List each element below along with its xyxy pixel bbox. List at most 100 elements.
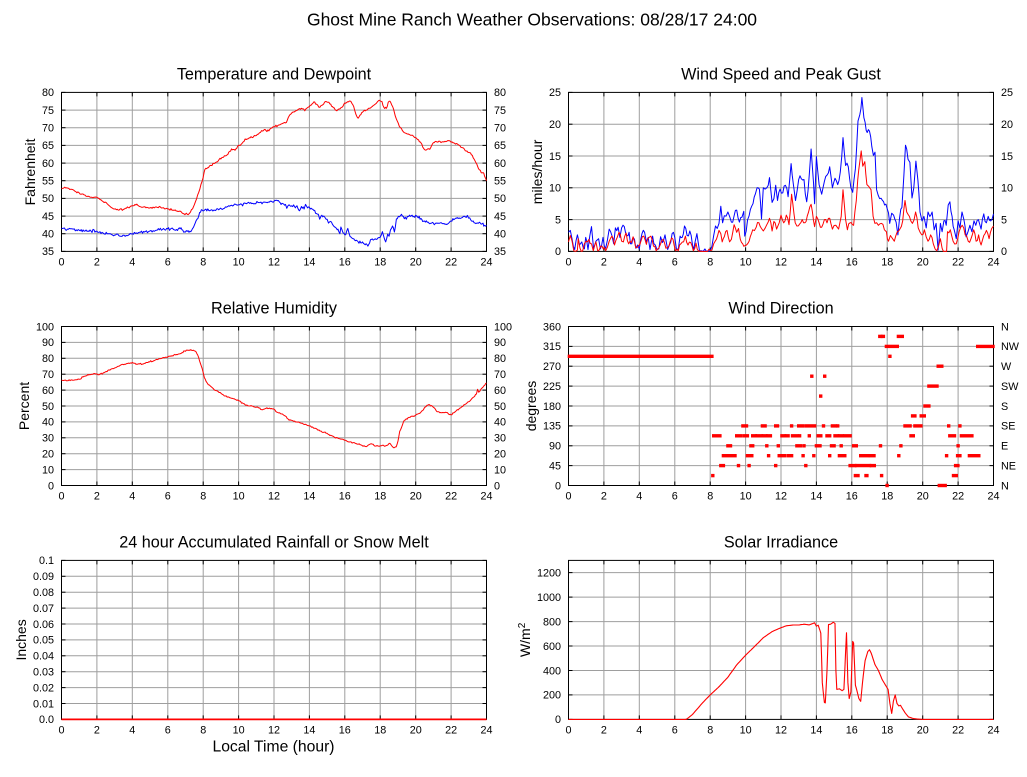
svg-text:2: 2 <box>94 725 100 737</box>
svg-text:12: 12 <box>775 491 787 503</box>
svg-text:18: 18 <box>881 257 893 269</box>
svg-text:20: 20 <box>410 491 422 503</box>
svg-text:4: 4 <box>129 491 135 503</box>
svg-text:Solar Irradiance: Solar Irradiance <box>724 534 838 552</box>
svg-text:8: 8 <box>707 491 713 503</box>
svg-text:8: 8 <box>200 257 206 269</box>
svg-text:70: 70 <box>494 123 506 135</box>
svg-text:W/m2: W/m2 <box>517 622 533 657</box>
svg-text:22: 22 <box>445 491 457 503</box>
svg-text:Local Time (hour): Local Time (hour) <box>212 739 334 756</box>
svg-text:80: 80 <box>42 87 54 99</box>
svg-text:20: 20 <box>549 119 561 131</box>
svg-text:Temperature and Dewpoint: Temperature and Dewpoint <box>177 66 372 84</box>
svg-text:50: 50 <box>494 401 506 413</box>
svg-text:30: 30 <box>494 433 506 445</box>
svg-text:0.03: 0.03 <box>33 667 54 679</box>
svg-text:50: 50 <box>42 193 54 205</box>
svg-text:2: 2 <box>601 725 607 737</box>
svg-text:10: 10 <box>42 464 54 476</box>
svg-text:24 hour Accumulated Rainfall o: 24 hour Accumulated Rainfall or Snow Mel… <box>119 534 429 552</box>
svg-text:15: 15 <box>549 151 561 163</box>
svg-text:8: 8 <box>707 725 713 737</box>
svg-text:14: 14 <box>810 257 822 269</box>
svg-text:24: 24 <box>480 725 492 737</box>
svg-text:6: 6 <box>165 257 171 269</box>
svg-text:2: 2 <box>601 257 607 269</box>
svg-text:18: 18 <box>881 491 893 503</box>
svg-text:200: 200 <box>543 690 561 702</box>
svg-text:10: 10 <box>233 257 245 269</box>
svg-text:90: 90 <box>494 337 506 349</box>
svg-text:W: W <box>1001 361 1012 373</box>
svg-text:10: 10 <box>549 183 561 195</box>
svg-text:8: 8 <box>200 725 206 737</box>
svg-text:0: 0 <box>555 714 561 726</box>
svg-text:8: 8 <box>707 257 713 269</box>
svg-text:100: 100 <box>494 321 512 333</box>
svg-text:0.08: 0.08 <box>33 587 54 599</box>
svg-text:60: 60 <box>494 385 506 397</box>
svg-text:75: 75 <box>42 105 54 117</box>
svg-text:20: 20 <box>42 449 54 461</box>
svg-text:0: 0 <box>58 491 64 503</box>
svg-text:65: 65 <box>494 140 506 152</box>
svg-text:22: 22 <box>952 725 964 737</box>
svg-text:15: 15 <box>1001 151 1013 163</box>
svg-text:50: 50 <box>494 193 506 205</box>
svg-text:22: 22 <box>445 725 457 737</box>
svg-text:70: 70 <box>42 123 54 135</box>
svg-text:24: 24 <box>987 725 999 737</box>
svg-text:0.02: 0.02 <box>33 682 54 694</box>
svg-text:5: 5 <box>555 214 561 226</box>
svg-text:0: 0 <box>1001 246 1007 258</box>
svg-text:25: 25 <box>1001 87 1013 99</box>
svg-text:180: 180 <box>543 401 561 413</box>
svg-text:6: 6 <box>672 491 678 503</box>
svg-text:4: 4 <box>636 257 642 269</box>
svg-text:40: 40 <box>42 229 54 241</box>
svg-text:22: 22 <box>952 257 964 269</box>
svg-text:12: 12 <box>268 725 280 737</box>
svg-text:0.1: 0.1 <box>39 555 54 567</box>
svg-text:40: 40 <box>494 229 506 241</box>
svg-text:0.01: 0.01 <box>33 698 54 710</box>
svg-text:S: S <box>1001 401 1008 413</box>
svg-text:25: 25 <box>549 87 561 99</box>
svg-text:600: 600 <box>543 641 561 653</box>
svg-text:80: 80 <box>494 353 506 365</box>
svg-text:6: 6 <box>165 725 171 737</box>
svg-text:20: 20 <box>917 257 929 269</box>
svg-text:90: 90 <box>549 441 561 453</box>
svg-text:4: 4 <box>129 257 135 269</box>
svg-text:20: 20 <box>410 725 422 737</box>
svg-text:16: 16 <box>846 257 858 269</box>
svg-text:70: 70 <box>494 369 506 381</box>
svg-text:10: 10 <box>740 257 752 269</box>
svg-text:10: 10 <box>1001 183 1013 195</box>
svg-text:22: 22 <box>445 257 457 269</box>
svg-text:2: 2 <box>94 257 100 269</box>
svg-text:0: 0 <box>58 257 64 269</box>
svg-text:degrees: degrees <box>523 381 539 432</box>
svg-text:NE: NE <box>1001 460 1016 472</box>
svg-text:4: 4 <box>636 491 642 503</box>
svg-text:270: 270 <box>543 361 561 373</box>
svg-text:30: 30 <box>42 433 54 445</box>
svg-text:20: 20 <box>410 257 422 269</box>
svg-text:80: 80 <box>494 87 506 99</box>
svg-text:45: 45 <box>549 460 561 472</box>
svg-text:0: 0 <box>565 257 571 269</box>
svg-text:22: 22 <box>952 491 964 503</box>
svg-text:10: 10 <box>494 464 506 476</box>
svg-text:N: N <box>1001 480 1009 492</box>
svg-text:35: 35 <box>42 246 54 258</box>
svg-text:16: 16 <box>339 725 351 737</box>
svg-text:60: 60 <box>42 385 54 397</box>
svg-text:Wind Direction: Wind Direction <box>728 300 833 318</box>
svg-text:10: 10 <box>740 725 752 737</box>
svg-text:18: 18 <box>881 725 893 737</box>
svg-text:18: 18 <box>374 491 386 503</box>
svg-text:14: 14 <box>810 725 822 737</box>
svg-text:1000: 1000 <box>537 592 561 604</box>
